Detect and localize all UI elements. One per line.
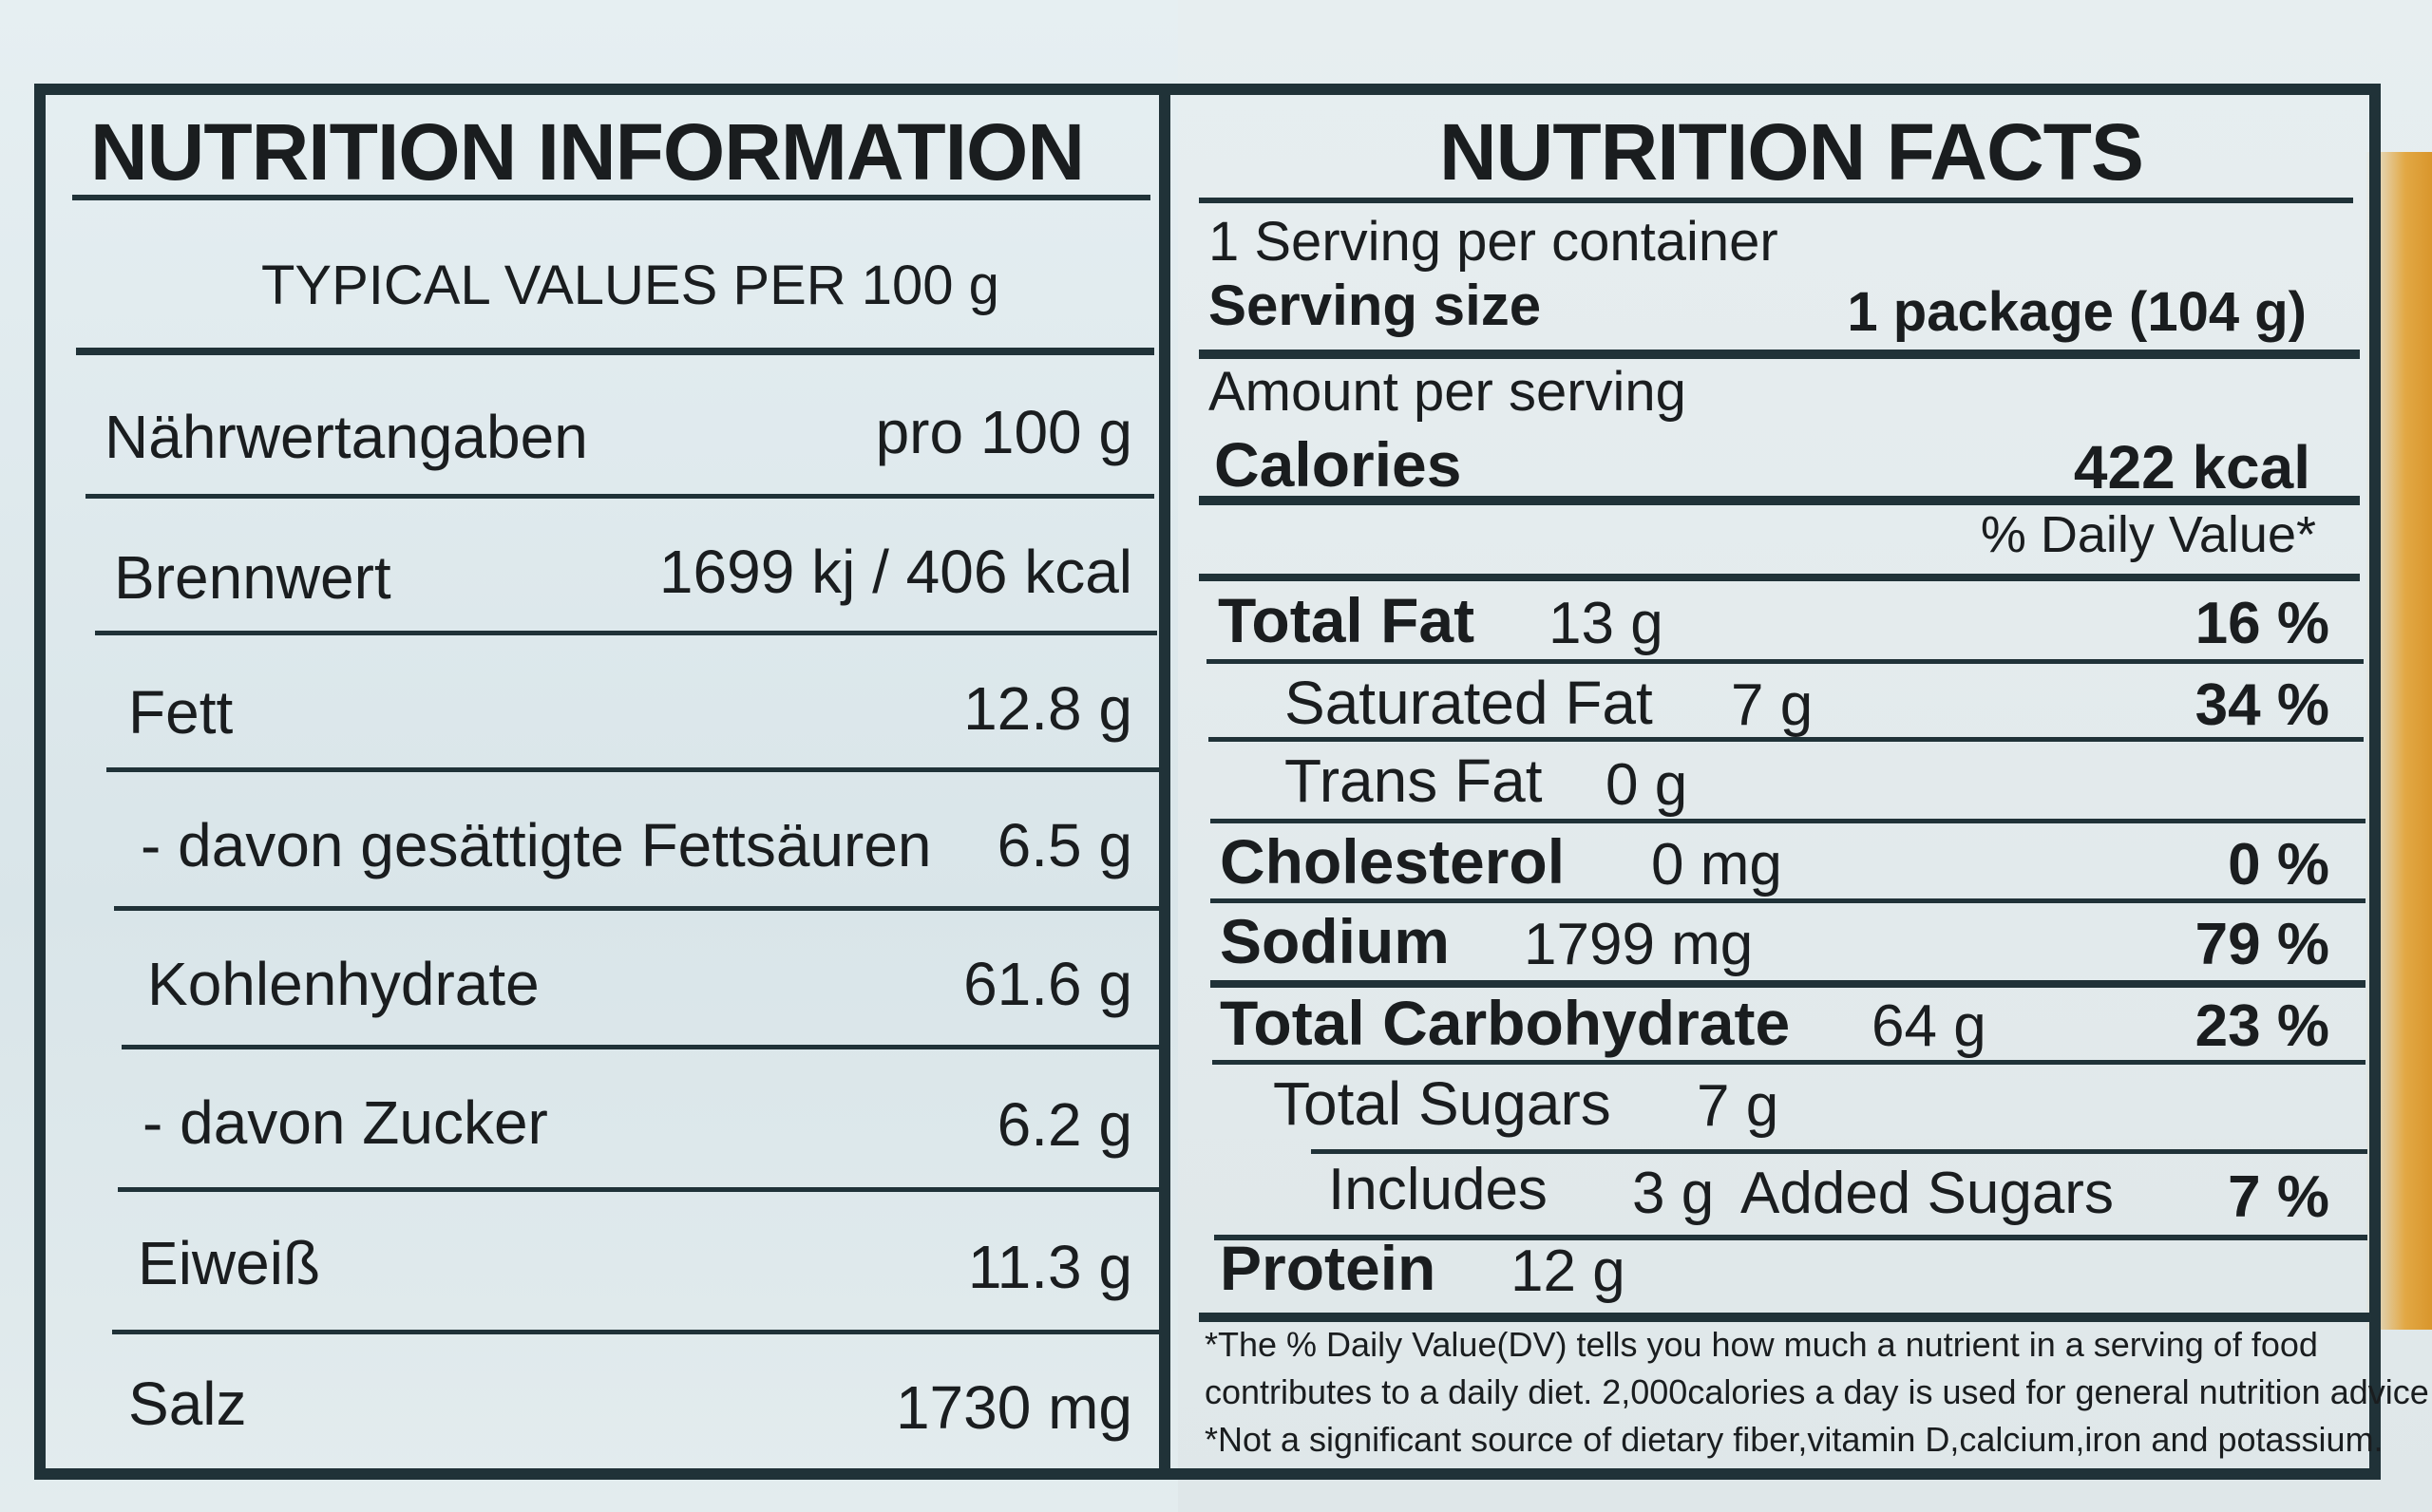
right-rule bbox=[1206, 659, 2364, 664]
calories-label: Calories bbox=[1214, 429, 1462, 500]
left-rule bbox=[86, 494, 1154, 499]
right-rule bbox=[1212, 1060, 2366, 1065]
nutrient-amount: 1799 mg bbox=[1524, 912, 1754, 977]
left-rule bbox=[112, 1330, 1161, 1334]
package-background-left bbox=[0, 0, 1216, 1512]
nutrient-amount: 3 g bbox=[1632, 1161, 1715, 1226]
nutrient-label: Total Fat bbox=[1218, 585, 1475, 655]
left-rule bbox=[122, 1045, 1161, 1049]
left-rule bbox=[106, 767, 1161, 772]
right-rule bbox=[1311, 1149, 2367, 1154]
nutrient-label: Saturated Fat bbox=[1284, 669, 1653, 737]
left-rule bbox=[76, 348, 1154, 355]
nutrition-label-frame bbox=[34, 84, 2381, 1480]
nutrient-amount: 64 g bbox=[1872, 993, 1986, 1059]
nutrient-dv: 34 % bbox=[2194, 672, 2329, 738]
nutrient-label: Includes bbox=[1328, 1157, 1548, 1222]
left-row-value: 6.5 g bbox=[997, 811, 1132, 879]
left-row-name: Kohlenhydrate bbox=[147, 950, 540, 1018]
left-row-value: 12.8 g bbox=[963, 674, 1132, 743]
footnote-line: contributes to a daily diet. 2,000calori… bbox=[1205, 1372, 2432, 1411]
left-title: NUTRITION INFORMATION bbox=[90, 107, 1085, 197]
nutrient-dv: 7 % bbox=[2228, 1164, 2329, 1230]
left-row-name: - davon Zucker bbox=[142, 1088, 548, 1157]
nutrient-label: Sodium bbox=[1220, 906, 1450, 976]
right-rule bbox=[1208, 737, 2364, 742]
right-rule bbox=[1214, 1235, 2367, 1240]
footnote-line: *The % Daily Value(DV) tells you how muc… bbox=[1205, 1325, 2318, 1364]
nutrient-amount: 13 g bbox=[1548, 591, 1663, 656]
right-rule-thick bbox=[1199, 574, 2360, 581]
nutrient-dv: 16 % bbox=[2194, 591, 2329, 656]
nutrient-amount: 12 g bbox=[1510, 1238, 1625, 1304]
nutrient-amount: 0 g bbox=[1606, 752, 1688, 818]
left-header-value: pro 100 g bbox=[875, 398, 1132, 466]
nutrient-label: Total Sugars bbox=[1273, 1069, 1611, 1138]
package-background-right bbox=[1178, 0, 2432, 1512]
right-rule-thick bbox=[1199, 1313, 2373, 1322]
left-header-name: Nährwertangaben bbox=[104, 403, 588, 471]
serving-size-label: Serving size bbox=[1208, 274, 1542, 337]
nutrient-label: Cholesterol bbox=[1220, 826, 1566, 897]
nutrient-label: Trans Fat bbox=[1284, 747, 1543, 815]
amount-per-serving: Amount per serving bbox=[1208, 361, 1686, 423]
serving-size-value: 1 package (104 g) bbox=[1847, 281, 2307, 343]
left-row-name: Brennwert bbox=[114, 543, 391, 612]
right-rule bbox=[1210, 898, 2366, 903]
left-row-value: 11.3 g bbox=[967, 1233, 1132, 1301]
right-title: NUTRITION FACTS bbox=[1439, 107, 2144, 197]
left-row-value: 1699 kj / 406 kcal bbox=[658, 538, 1132, 606]
left-rule bbox=[95, 631, 1157, 635]
right-rule bbox=[1210, 819, 2366, 823]
left-row-name: Eiweiß bbox=[138, 1229, 321, 1297]
nutrient-label: Protein bbox=[1220, 1233, 1436, 1303]
left-rule bbox=[118, 1187, 1161, 1192]
added-sugars-label: Added Sugars bbox=[1740, 1161, 2114, 1226]
nutrient-amount: 7 g bbox=[1731, 672, 1814, 738]
left-rule bbox=[114, 906, 1161, 911]
nutrient-dv: 23 % bbox=[2194, 993, 2329, 1059]
nutrient-dv: 79 % bbox=[2194, 912, 2329, 977]
left-row-value: 6.2 g bbox=[997, 1090, 1132, 1159]
left-row-value: 1730 mg bbox=[895, 1373, 1132, 1442]
right-rule-thick bbox=[1199, 350, 2360, 359]
nutrient-amount: 0 mg bbox=[1651, 832, 1782, 898]
nutrient-amount: 7 g bbox=[1697, 1073, 1779, 1139]
left-subtitle: TYPICAL VALUES PER 100 g bbox=[261, 255, 999, 316]
left-row-name: Salz bbox=[128, 1370, 247, 1438]
nutrient-dv: 0 % bbox=[2228, 832, 2329, 898]
left-row-name: Fett bbox=[128, 678, 234, 747]
servings-per-container: 1 Serving per container bbox=[1208, 211, 1778, 273]
left-row-value: 61.6 g bbox=[963, 950, 1132, 1018]
right-rule bbox=[1199, 198, 2353, 203]
right-rule-thick bbox=[1199, 496, 2360, 505]
footnote-line: *Not a significant source of dietary fib… bbox=[1205, 1420, 2384, 1459]
nutrient-label: Total Carbohydrate bbox=[1220, 988, 1791, 1058]
left-row-name: - davon gesättigte Fettsäuren bbox=[141, 811, 932, 879]
calories-value: 422 kcal bbox=[2073, 433, 2310, 501]
panel-divider bbox=[1159, 84, 1170, 1480]
left-rule bbox=[72, 195, 1150, 200]
daily-value-header: % Daily Value* bbox=[1980, 506, 2316, 563]
right-rule-thick bbox=[1210, 980, 2366, 988]
